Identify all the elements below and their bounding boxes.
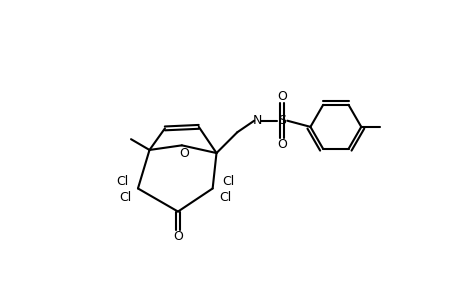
Text: O: O bbox=[179, 147, 189, 160]
Text: Cl: Cl bbox=[116, 175, 129, 188]
Text: Cl: Cl bbox=[218, 191, 230, 204]
Text: O: O bbox=[276, 90, 286, 103]
Text: Cl: Cl bbox=[119, 191, 131, 204]
Text: S: S bbox=[277, 114, 285, 127]
Text: Cl: Cl bbox=[221, 175, 234, 188]
Text: O: O bbox=[276, 138, 286, 151]
Text: N: N bbox=[252, 114, 262, 127]
Text: O: O bbox=[173, 230, 183, 243]
